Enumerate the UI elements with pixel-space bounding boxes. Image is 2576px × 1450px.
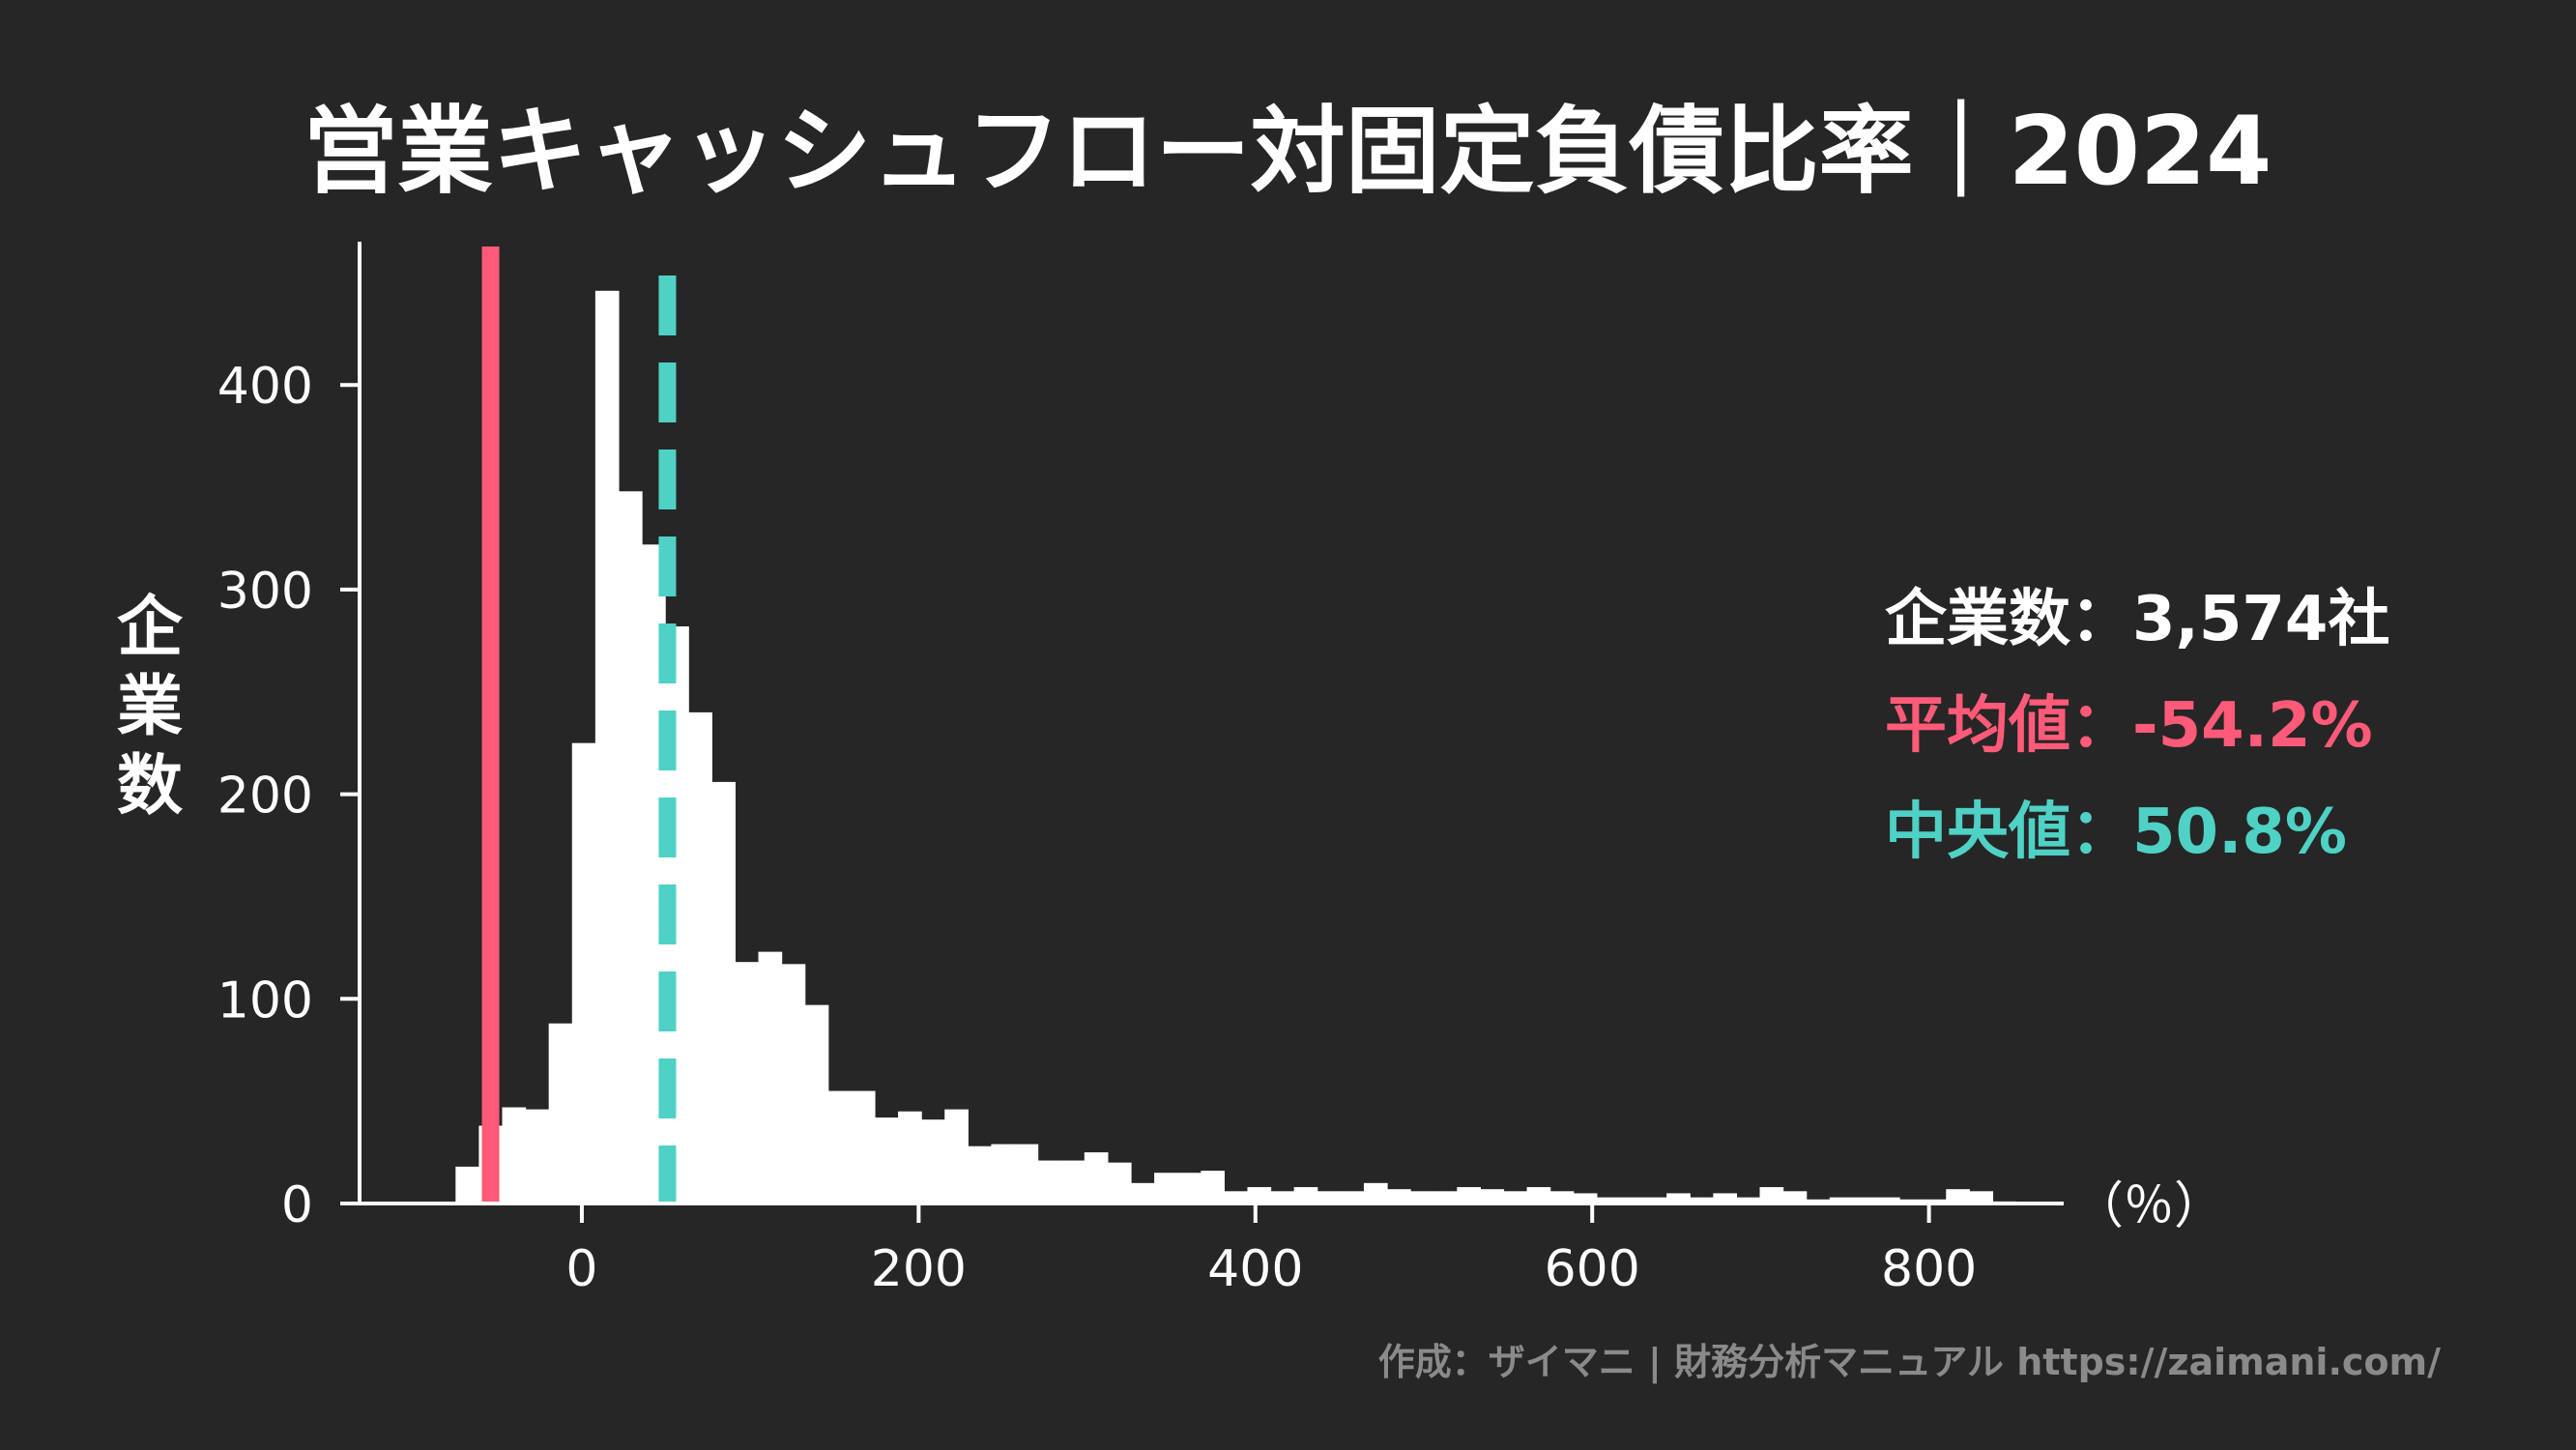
x-tick-label: 800	[1881, 1240, 1977, 1298]
histogram-bar	[711, 781, 737, 1204]
histogram-bar	[1177, 1173, 1201, 1204]
histogram-bar	[1946, 1189, 1970, 1204]
y-axis-label-char: 数	[117, 748, 183, 825]
histogram-bar	[1666, 1193, 1691, 1204]
x-tick-label: 600	[1545, 1240, 1640, 1298]
histogram-bar	[688, 711, 712, 1204]
histogram-bar	[1457, 1187, 1481, 1204]
histogram-bar	[571, 742, 596, 1204]
stat-count-value: 3,574社	[2132, 584, 2389, 655]
histogram-bar	[1503, 1191, 1528, 1204]
y-tick-label: 300	[217, 563, 313, 621]
stat-median-label: 中央値	[1885, 797, 2070, 868]
x-axis-unit-label: （％）	[2073, 1177, 2224, 1235]
x-tick-label: 400	[1207, 1240, 1303, 1298]
histogram-bar	[1619, 1197, 1644, 1204]
histogram-bar	[1690, 1197, 1714, 1204]
credit-text: 作成：ザイマニ | 財務分析マニュアル https://zaimani.com/	[1378, 1341, 2441, 1384]
y-tick-label: 100	[217, 972, 313, 1030]
y-tick-label: 400	[217, 358, 313, 416]
histogram-bar	[1270, 1191, 1295, 1204]
histogram-bar	[1410, 1191, 1434, 1204]
histogram-bar	[1782, 1191, 1808, 1204]
histogram-bar	[1852, 1197, 1877, 1204]
histogram-bar	[548, 1023, 573, 1204]
histogram-bar	[1433, 1191, 1458, 1204]
histogram-bar	[1060, 1160, 1085, 1204]
histogram-bar	[1596, 1197, 1621, 1204]
histogram-bar	[921, 1119, 945, 1204]
y-tick-label: 200	[217, 768, 313, 826]
x-axis-ticks: 0 200 400 600 800	[565, 1204, 1977, 1298]
stat-count-row: 企業数：3,574社	[1885, 584, 2389, 655]
histogram-bar	[1526, 1187, 1551, 1204]
y-axis-label: 企業数	[117, 590, 184, 825]
histogram-bar	[1806, 1199, 1831, 1204]
histogram-bar	[944, 1109, 969, 1204]
histogram-bar	[1247, 1187, 1272, 1204]
stat-mean-value: -54.2%	[2132, 690, 2373, 762]
histogram-bar	[1875, 1197, 1900, 1204]
histogram-bar	[991, 1144, 1016, 1204]
stat-median-value: 50.8%	[2132, 797, 2347, 868]
y-axis-label-char: 業	[117, 669, 183, 745]
histogram-bars	[455, 290, 2017, 1204]
histogram-bar	[1317, 1191, 1342, 1204]
stat-count-label: 企業数	[1885, 584, 2070, 655]
histogram-bar	[1293, 1187, 1318, 1204]
stat-mean-row: 平均値：-54.2%	[1885, 690, 2373, 762]
histogram-bar	[1131, 1182, 1155, 1204]
stat-mean-separator: ：	[2070, 690, 2132, 762]
histogram-bar	[1923, 1199, 1947, 1204]
histogram-bar	[1107, 1162, 1132, 1204]
histogram-bar	[594, 290, 620, 1204]
histogram-bar	[781, 964, 806, 1204]
stat-count-separator: ：	[2070, 584, 2132, 655]
stats-legend: 企業数：3,574社 平均値：-54.2% 中央値：50.8%	[1885, 584, 2389, 868]
histogram-bar	[851, 1090, 876, 1204]
histogram-bar	[1363, 1182, 1388, 1204]
histogram-bar	[827, 1090, 853, 1204]
histogram-bar	[758, 951, 783, 1204]
x-tick-label: 0	[565, 1240, 597, 1298]
histogram-bar	[1829, 1197, 1854, 1204]
histogram-bar	[1759, 1187, 1784, 1204]
stat-median-row: 中央値：50.8%	[1885, 797, 2347, 868]
histogram-bar	[455, 1166, 479, 1204]
y-axis-ticks: 0 100 200 300 400	[217, 358, 360, 1234]
histogram-bar	[502, 1107, 527, 1204]
stat-mean-label: 平均値	[1885, 690, 2070, 762]
chart-title: 営業キャッシュフロー対固定負債比率｜2024	[304, 97, 2272, 207]
histogram-bar	[1643, 1197, 1667, 1204]
histogram-bar	[1969, 1191, 1994, 1204]
histogram-bar	[1037, 1160, 1062, 1204]
histogram-bar	[1387, 1189, 1411, 1204]
histogram-bar	[968, 1146, 993, 1204]
histogram-bar	[1154, 1173, 1178, 1204]
histogram-bar	[874, 1117, 899, 1204]
histogram-bar	[1573, 1193, 1598, 1204]
histogram-bar	[1480, 1189, 1505, 1204]
histogram-bar	[1713, 1193, 1738, 1204]
x-tick-label: 200	[871, 1240, 967, 1298]
histogram-bar	[525, 1109, 550, 1204]
histogram-bar	[898, 1111, 922, 1204]
histogram-bar	[1084, 1152, 1109, 1204]
histogram-bar	[1736, 1197, 1761, 1204]
stat-median-separator: ：	[2070, 797, 2132, 868]
y-tick-label: 0	[281, 1176, 313, 1234]
y-axis-label-char: 企	[117, 590, 184, 666]
histogram-bar	[1340, 1191, 1365, 1204]
histogram-bar	[1224, 1191, 1249, 1204]
histogram-bar	[618, 491, 643, 1204]
histogram-bar	[735, 962, 760, 1204]
histogram-bar	[804, 1004, 829, 1204]
histogram-bar	[1899, 1199, 1924, 1204]
histogram-bar	[1549, 1191, 1575, 1204]
histogram-bar	[1014, 1144, 1039, 1204]
histogram-bar	[1201, 1171, 1225, 1204]
